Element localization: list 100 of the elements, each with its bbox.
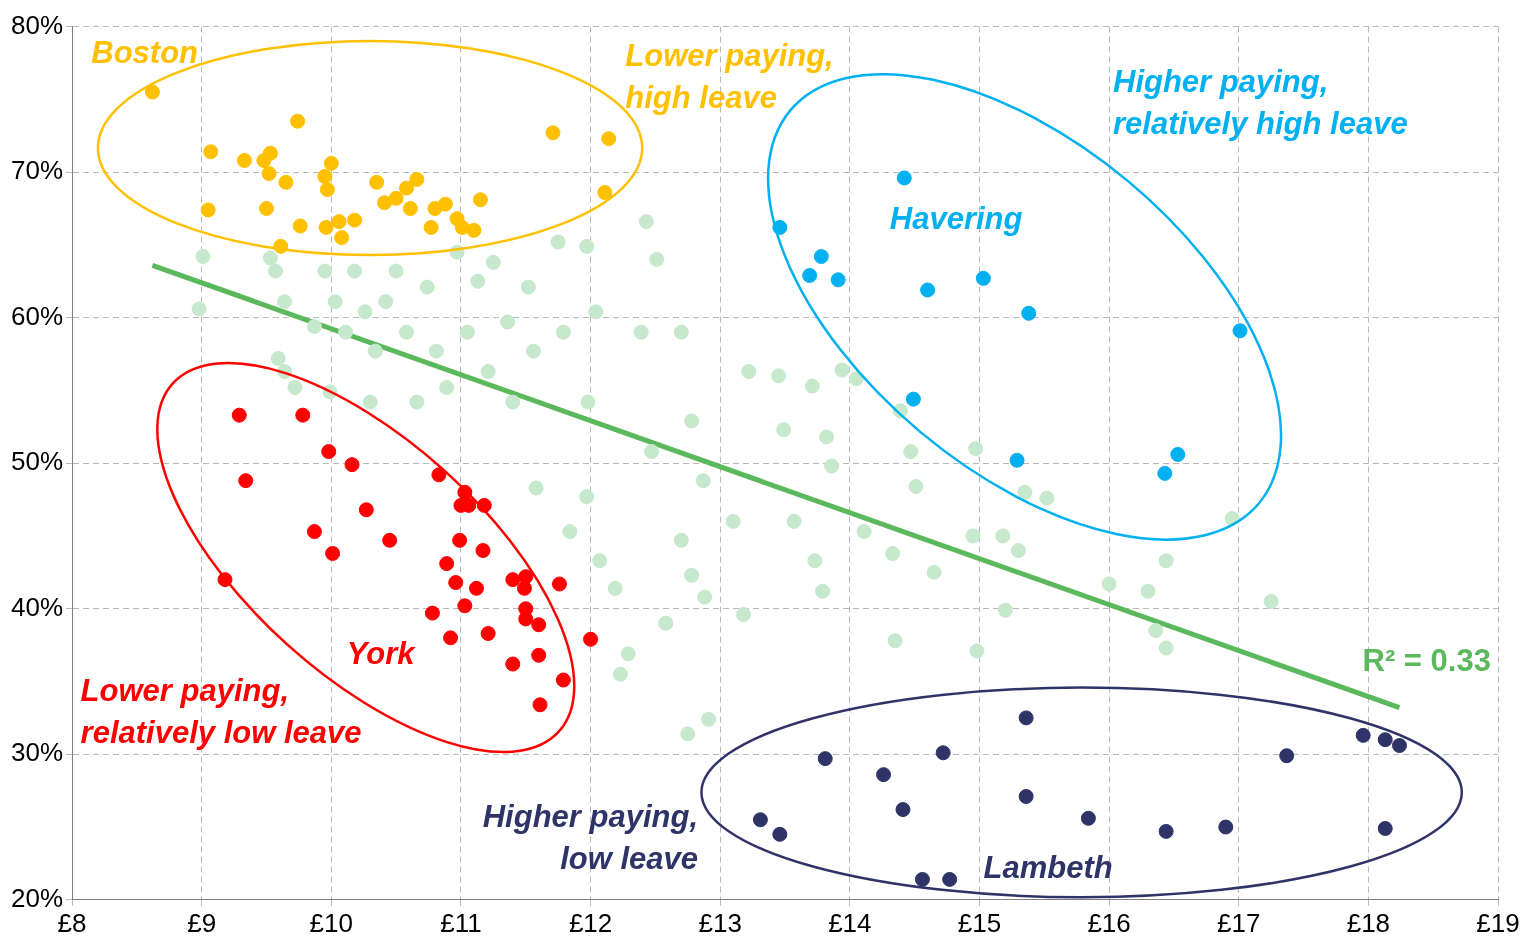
point [238,473,254,489]
y-tick-label: 40% [10,591,64,622]
annotation: R² = 0.33 [1362,643,1491,679]
point [1009,452,1025,468]
point [454,219,470,235]
point [292,218,308,234]
point [813,249,829,265]
point [551,576,567,592]
x-tick-label: £11 [440,907,482,938]
point [942,871,958,887]
point [258,201,274,217]
point [347,212,363,228]
point [321,444,337,460]
annotation: Lambeth [983,849,1113,885]
x-tick-label: £19 [1476,907,1520,938]
point [358,502,374,518]
point [772,826,788,842]
point [472,192,488,208]
point [1279,748,1295,764]
x-tick-label: £14 [828,907,872,938]
series-label: Lower paying, high leave [625,38,834,116]
point [448,575,464,591]
point [231,407,247,423]
x-tick-label: £13 [698,907,742,938]
x-tick-label: £18 [1346,907,1391,938]
point [1158,823,1174,839]
point [1355,727,1371,743]
point [601,131,617,147]
point [531,647,547,663]
point [1157,465,1173,481]
point [1377,820,1393,836]
point [457,598,473,614]
y-tick-label: 70% [10,155,64,186]
point [895,802,911,818]
point [531,617,547,633]
point [382,532,398,548]
point [452,532,468,548]
point [290,113,306,129]
text: Lower paying, relatively low leave [80,673,362,751]
point [295,407,311,423]
point [344,457,360,473]
x-tick-label: £9 [187,907,217,938]
point [278,174,294,190]
point [1232,323,1248,339]
point [1021,305,1037,321]
point [388,190,404,206]
point [398,180,414,196]
point [376,195,392,211]
point [144,84,160,100]
point [369,174,385,190]
y-tick-label: 30% [10,737,64,768]
point [262,145,278,161]
point [200,202,216,218]
point [236,152,252,168]
point [876,767,892,783]
point [830,272,846,288]
point [1080,810,1096,826]
y-tick-label: 80% [10,9,64,40]
point [975,270,991,286]
point [334,230,350,246]
point [424,605,440,621]
point [752,812,768,828]
x-tick-label: £16 [1087,907,1131,938]
x-tick-label: £15 [957,907,1002,938]
annotation: Havering [889,200,1023,236]
point [331,214,347,230]
point [306,524,322,540]
point [1391,738,1407,754]
point [532,697,548,713]
point [439,556,455,572]
point [518,611,534,627]
point [475,543,491,559]
point [325,545,341,561]
point [437,196,453,212]
x-tick-label: £17 [1217,907,1261,938]
point [402,201,418,217]
point [1170,446,1186,462]
point [920,282,936,298]
point [545,125,561,141]
annotation: York [346,635,417,671]
y-tick-label: 50% [10,446,64,477]
point [1218,819,1234,835]
point [802,267,818,283]
point [466,222,482,238]
point [409,171,425,187]
point [1018,788,1034,804]
point [583,631,599,647]
point [505,572,521,588]
point [516,580,532,596]
point [468,580,484,596]
x-tick-label: £12 [568,907,613,938]
point [935,745,951,761]
series-label: Higher paying, low leave [482,798,699,876]
point [323,155,339,171]
point [443,630,459,646]
point [1377,732,1393,748]
point [261,166,277,182]
point [817,751,833,767]
point [480,625,496,641]
annotation: Boston [91,34,199,70]
